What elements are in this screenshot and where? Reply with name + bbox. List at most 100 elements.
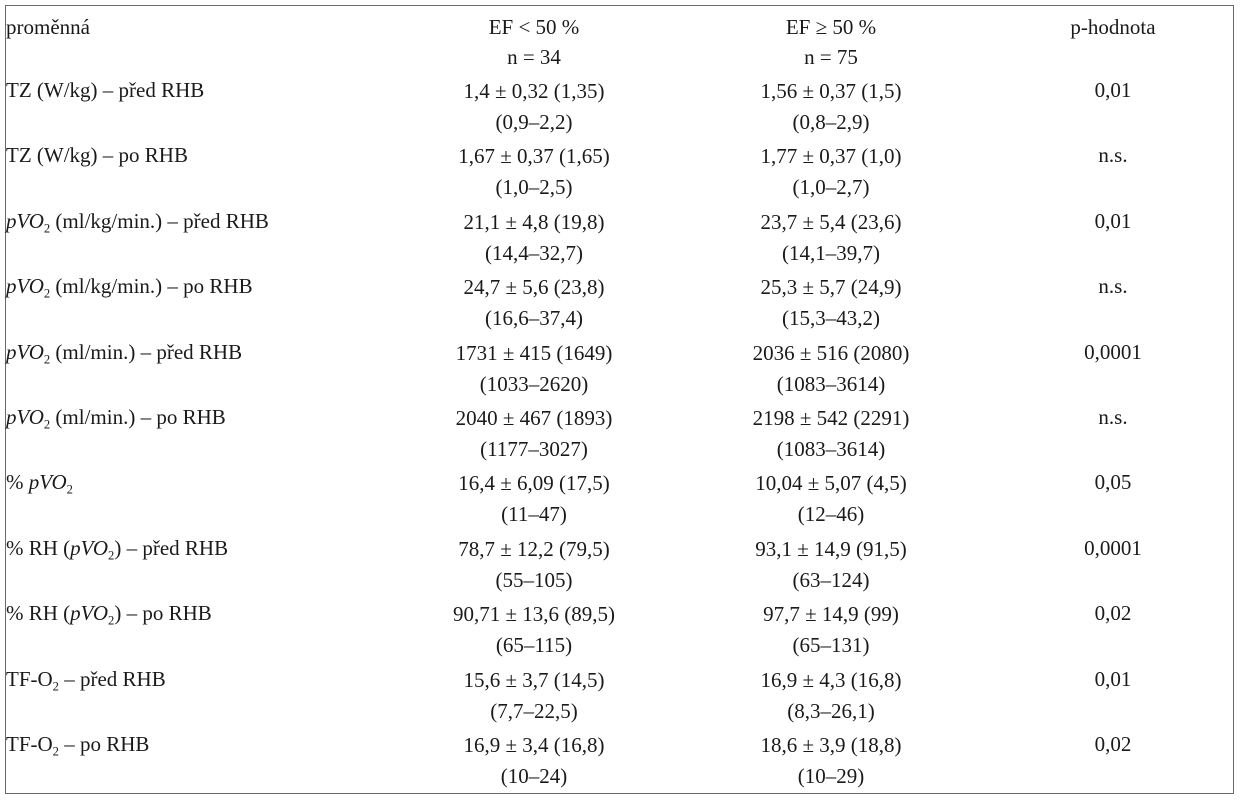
group-b-mean-sd: 97,7 ± 14,9 (99): [763, 602, 899, 627]
pvalue-cell: n.s.: [996, 141, 1230, 206]
variable-cell: TF-O2 – po RHB: [6, 730, 402, 795]
variable-italic: pVO: [70, 601, 109, 626]
pvalue: 0,0001: [1084, 339, 1142, 364]
variable-cell: pVO2 (ml/kg/min.) – před RHB: [6, 207, 402, 272]
group-a-mean-sd: 15,6 ± 3,7 (14,5): [463, 667, 605, 692]
pvalue: 0,02: [1094, 601, 1132, 626]
group-b-mean-sd: 93,1 ± 14,9 (91,5): [755, 536, 907, 561]
group-b-range: (15,3–43,2): [782, 306, 880, 331]
header-row: proměnná EF < 50 % n = 34 EF ≥ 50 % n = …: [6, 12, 1230, 76]
group-a-cell: 90,71 ± 13,6 (89,5) (65–115): [402, 599, 666, 664]
variable-subscript: 2: [66, 482, 73, 497]
group-a-cell: 1,4 ± 0,32 (1,35) (0,9–2,2): [402, 76, 666, 141]
variable-cell: TZ (W/kg) – po RHB: [6, 141, 402, 206]
table-row: pVO2 (ml/kg/min.) – po RHB 24,7 ± 5,6 (23…: [6, 272, 1230, 337]
group-b-cell: 1,77 ± 0,37 (1,0) (1,0–2,7): [666, 141, 996, 206]
pvalue-cell: 0,01: [996, 207, 1230, 272]
variable-italic: pVO: [28, 470, 67, 495]
group-b-range: (1,0–2,7): [792, 175, 870, 200]
variable-suffix: (ml/min.) – po RHB: [50, 404, 226, 429]
header-group-b-n: n = 75: [804, 45, 858, 69]
variable-cell: % RH (pVO2) – před RHB: [6, 534, 402, 599]
pvalue: n.s.: [1098, 274, 1128, 299]
group-a-range: (10–24): [500, 763, 568, 788]
group-b-range: (63–124): [792, 567, 870, 592]
group-b-cell: 23,7 ± 5,4 (23,6) (14,1–39,7): [666, 207, 996, 272]
table-row: TZ (W/kg) – po RHB 1,67 ± 0,37 (1,65) (1,0…: [6, 141, 1230, 206]
pvalue: n.s.: [1098, 404, 1128, 429]
group-b-range: (12–46): [797, 502, 865, 527]
group-a-range: (1033–2620): [479, 371, 589, 396]
pvalue-cell: n.s.: [996, 272, 1230, 337]
group-b-mean-sd: 16,9 ± 4,3 (16,8): [760, 667, 902, 692]
variable-subscript: 2: [43, 351, 51, 366]
group-b-cell: 1,56 ± 0,37 (1,5) (0,8–2,9): [666, 76, 996, 141]
variable-prefix: TF-O: [6, 666, 53, 691]
group-b-range: (1083–3614): [776, 436, 886, 461]
group-a-cell: 21,1 ± 4,8 (19,8) (14,4–32,7): [402, 207, 666, 272]
variable-prefix: % RH (: [6, 535, 71, 560]
group-a-range: (65–115): [495, 633, 573, 658]
pvalue: 0,02: [1094, 731, 1132, 756]
group-b-range: (1083–3614): [776, 371, 886, 396]
header-variable-label: proměnná: [6, 15, 90, 39]
group-a-mean-sd: 78,7 ± 12,2 (79,5): [458, 536, 610, 561]
header-pvalue: p-hodnota: [996, 12, 1230, 76]
group-b-range: (8,3–26,1): [787, 698, 875, 723]
group-b-cell: 2198 ± 542 (2291) (1083–3614): [666, 403, 996, 468]
variable-cell: TZ (W/kg) – před RHB: [6, 76, 402, 141]
table-row: % RH (pVO2) – po RHB 90,71 ± 13,6 (89,5) (…: [6, 599, 1230, 664]
group-a-cell: 15,6 ± 3,7 (14,5) (7,7–22,5): [402, 665, 666, 730]
variable-subscript: 2: [43, 221, 51, 236]
group-a-mean-sd: 21,1 ± 4,8 (19,8): [463, 209, 605, 234]
pvalue: 0,01: [1094, 78, 1132, 102]
variable-cell: % RH (pVO2) – po RHB: [6, 599, 402, 664]
variable-subscript: 2: [52, 744, 59, 759]
table-body: TZ (W/kg) – před RHB 1,4 ± 0,32 (1,35) (0,…: [6, 76, 1230, 795]
variable-italic: pVO: [6, 208, 44, 233]
group-a-mean-sd: 1,67 ± 0,37 (1,65): [458, 144, 610, 169]
variable-suffix: ) – po RHB: [114, 601, 212, 626]
group-a-range: (14,4–32,7): [485, 240, 583, 265]
header-group-a: EF < 50 % n = 34: [402, 12, 666, 76]
group-b-range: (10–29): [797, 763, 865, 788]
variable-suffix: – před RHB: [58, 666, 166, 691]
variable-cell: pVO2 (ml/min.) – před RHB: [6, 338, 402, 403]
header-pvalue-label: p-hodnota: [1070, 15, 1156, 39]
group-a-cell: 1,67 ± 0,37 (1,65) (1,0–2,5): [402, 141, 666, 206]
group-a-range: (11–47): [501, 502, 567, 527]
group-b-range: (14,1–39,7): [782, 240, 880, 265]
table-row: TF-O2 – po RHB 16,9 ± 3,4 (16,8) (10–24) 18…: [6, 730, 1230, 795]
header-variable: proměnná: [6, 12, 402, 76]
pvalue: n.s.: [1098, 143, 1128, 168]
variable-suffix: – po RHB: [58, 731, 150, 756]
group-b-mean-sd: 23,7 ± 5,4 (23,6): [760, 209, 902, 234]
variable-suffix: (ml/kg/min.) – před RHB: [50, 208, 269, 233]
group-b-cell: 16,9 ± 4,3 (16,8) (8,3–26,1): [666, 665, 996, 730]
group-a-mean-sd: 2040 ± 467 (1893): [455, 405, 613, 430]
group-a-range: (16,6–37,4): [485, 306, 583, 331]
group-b-mean-sd: 18,6 ± 3,9 (18,8): [760, 732, 902, 757]
variable-subscript: 2: [43, 417, 51, 432]
group-b-cell: 25,3 ± 5,7 (24,9) (15,3–43,2): [666, 272, 996, 337]
pvalue-cell: n.s.: [996, 403, 1230, 468]
group-a-cell: 24,7 ± 5,6 (23,8) (16,6–37,4): [402, 272, 666, 337]
pvalue: 0,01: [1094, 666, 1132, 691]
variable-prefix: TF-O: [6, 731, 53, 756]
variable-italic: pVO: [6, 404, 44, 429]
group-b-cell: 2036 ± 516 (2080) (1083–3614): [666, 338, 996, 403]
group-b-range: (0,8–2,9): [792, 110, 870, 134]
pvalue-cell: 0,01: [996, 76, 1230, 141]
pvalue: 0,05: [1094, 470, 1132, 495]
variable-suffix: (ml/kg/min.) – po RHB: [50, 274, 253, 299]
pvalue-cell: 0,02: [996, 599, 1230, 664]
table-row: % pVO2 16,4 ± 6,09 (17,5) (11–47) 10,04 ± 5…: [6, 468, 1230, 533]
header-group-b: EF ≥ 50 % n = 75: [666, 12, 996, 76]
group-b-mean-sd: 1,77 ± 0,37 (1,0): [760, 144, 902, 169]
group-b-mean-sd: 2036 ± 516 (2080): [752, 340, 910, 365]
pvalue-cell: 0,02: [996, 730, 1230, 795]
pvalue-cell: 0,0001: [996, 338, 1230, 403]
group-a-range: (7,7–22,5): [490, 698, 578, 723]
group-b-cell: 18,6 ± 3,9 (18,8) (10–29): [666, 730, 996, 795]
pvalue: 0,0001: [1084, 535, 1142, 560]
